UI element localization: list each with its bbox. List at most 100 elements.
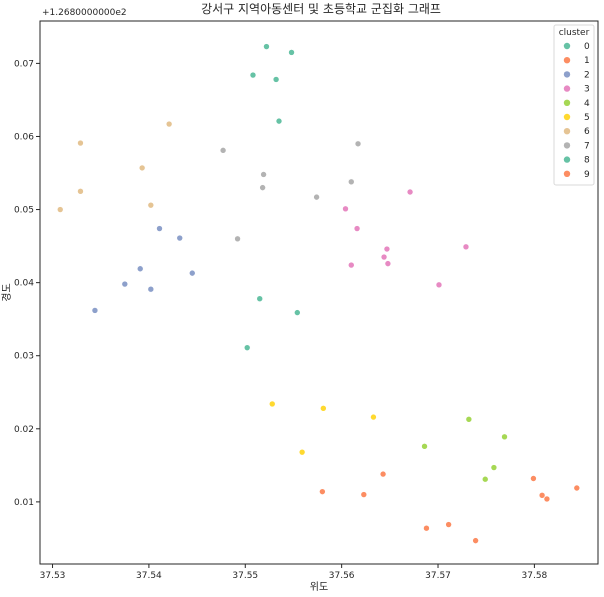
cluster-0-point xyxy=(249,71,257,79)
cluster-1-point xyxy=(445,521,452,528)
cluster-6-point xyxy=(77,187,84,195)
cluster-7-point xyxy=(259,184,266,191)
cluster-3-point xyxy=(353,225,361,232)
cluster-1-point xyxy=(538,492,546,499)
plot-area-frame xyxy=(39,20,599,565)
cluster-7-point xyxy=(219,147,227,154)
legend-marker-6 xyxy=(563,128,571,135)
legend-label-5: 5 xyxy=(584,113,590,123)
legend-marker-0 xyxy=(563,42,571,50)
cluster-3-point xyxy=(462,243,470,251)
y-tick-label: 0.06 xyxy=(14,132,34,142)
cluster-0-point xyxy=(256,295,264,303)
cluster-1-point xyxy=(319,488,326,495)
x-tick-label: 37.57 xyxy=(425,571,451,581)
cluster-7-point xyxy=(260,171,267,178)
cluster-2-point xyxy=(147,285,155,293)
legend-title: cluster xyxy=(559,28,590,38)
legend-marker-4 xyxy=(563,99,571,107)
cluster-1-point xyxy=(472,537,479,544)
scatter-points xyxy=(56,43,581,544)
legend-marker-3 xyxy=(563,85,571,92)
x-tick-label: 37.56 xyxy=(329,571,355,581)
y-axis-offset-label: +1.2680000000e2 xyxy=(42,8,127,18)
cluster-1-point xyxy=(530,475,537,482)
cluster-7-point xyxy=(354,140,362,148)
cluster-3-point xyxy=(383,245,391,253)
cluster-5-point xyxy=(298,448,306,456)
y-tick-label: 0.02 xyxy=(14,425,34,435)
cluster-2-point xyxy=(176,234,184,242)
cluster-6-point xyxy=(77,139,84,147)
cluster-2-point xyxy=(136,265,144,273)
cluster-4-point xyxy=(490,464,498,471)
legend-marker-1 xyxy=(563,57,571,64)
legend-marker-9 xyxy=(563,170,571,177)
cluster-4-point xyxy=(421,443,428,450)
legend-label-1: 1 xyxy=(584,56,590,66)
legend-label-6: 6 xyxy=(584,127,590,137)
cluster-6-point xyxy=(138,164,146,172)
cluster-0-point xyxy=(243,344,251,351)
legend-label-2: 2 xyxy=(584,70,590,80)
legend-label-7: 7 xyxy=(584,141,590,151)
legend-marker-7 xyxy=(563,142,571,149)
y-axis-ticks: 0.01 0.02 0.03 0.04 0.05 0.06 0.07 xyxy=(14,59,40,508)
cluster-3-point xyxy=(380,253,388,261)
legend-label-3: 3 xyxy=(584,85,590,95)
cluster-5-point xyxy=(370,413,377,421)
y-tick-label: 0.03 xyxy=(14,352,34,362)
cluster-6-point xyxy=(147,201,155,209)
cluster-0-point xyxy=(288,49,295,56)
legend: cluster 0 1 2 3 4 5 6 7 8 9 xyxy=(553,24,595,186)
legend-items: 0 1 2 3 4 5 6 7 8 9 xyxy=(563,42,590,180)
cluster-3-point xyxy=(347,261,355,269)
y-tick-label: 0.05 xyxy=(14,206,34,216)
y-axis-title: 경도 xyxy=(0,283,13,301)
legend-marker-2 xyxy=(563,71,571,78)
cluster-1-point xyxy=(543,495,551,503)
cluster-5-point xyxy=(320,405,327,412)
cluster-0-point xyxy=(263,43,270,50)
cluster-1-point xyxy=(379,470,387,478)
legend-label-4: 4 xyxy=(584,99,590,109)
cluster-3-point xyxy=(435,281,443,289)
cluster-3-point xyxy=(406,188,414,196)
cluster-7-point xyxy=(234,235,241,243)
cluster-0-point xyxy=(294,309,301,316)
cluster-2-point xyxy=(188,269,196,277)
cluster-6-point xyxy=(165,120,173,128)
cluster-7-point xyxy=(347,178,355,186)
x-axis-ticks: 37.53 37.54 37.55 37.56 37.57 37.58 xyxy=(40,564,548,581)
legend-label-8: 8 xyxy=(584,156,590,166)
legend-marker-8 xyxy=(563,156,571,163)
cluster-5-point xyxy=(268,400,276,408)
legend-label-9: 9 xyxy=(584,170,590,180)
x-tick-label: 37.58 xyxy=(522,571,548,581)
cluster-3-point xyxy=(342,205,349,213)
cluster-6-point xyxy=(56,206,64,213)
x-tick-label: 37.54 xyxy=(136,571,162,581)
x-tick-label: 37.55 xyxy=(232,571,258,581)
x-tick-label: 37.53 xyxy=(40,571,66,581)
y-tick-label: 0.04 xyxy=(14,279,34,289)
y-tick-label: 0.07 xyxy=(14,59,34,69)
y-tick-label: 0.01 xyxy=(14,498,34,508)
cluster-4-point xyxy=(501,433,508,441)
cluster-2-point xyxy=(121,280,129,288)
cluster-7-point xyxy=(313,193,320,201)
cluster-3-point xyxy=(384,260,392,267)
cluster-1-point xyxy=(423,524,430,532)
legend-marker-5 xyxy=(563,113,571,121)
chart-title: 강서구 지역아동센터 및 초등학교 군집화 그래프 xyxy=(201,2,441,16)
x-axis-title: 위도 xyxy=(310,580,328,593)
cluster-4-point xyxy=(481,475,489,483)
cluster-4-point xyxy=(465,415,473,423)
cluster-0-point xyxy=(275,117,283,125)
cluster-1-point xyxy=(573,484,581,492)
cluster-1-point xyxy=(360,491,368,498)
legend-label-0: 0 xyxy=(584,42,590,52)
cluster-2-point xyxy=(91,307,99,314)
cluster-0-point xyxy=(272,76,280,83)
